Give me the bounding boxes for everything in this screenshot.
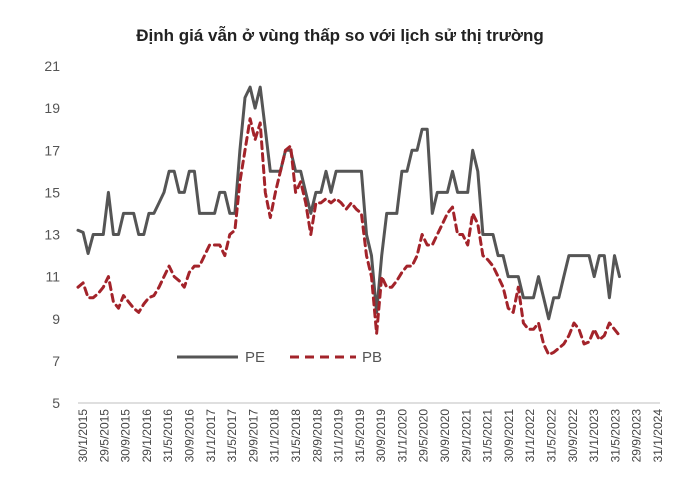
x-tick-label: 29/1/2021 (459, 409, 473, 463)
x-tick-label: 31/1/2018 (268, 409, 282, 463)
x-tick-label: 30/9/2015 (119, 409, 133, 463)
legend-label-pe: PE (245, 349, 265, 366)
y-tick-label: 5 (52, 395, 60, 411)
x-tick-label: 31/1/2017 (204, 409, 218, 463)
x-tick-label: 31/1/2019 (332, 409, 346, 463)
y-tick-label: 9 (52, 311, 60, 327)
x-tick-label: 29/9/2017 (246, 409, 260, 463)
x-tick-label: 29/9/2023 (630, 409, 644, 463)
x-tick-label: 31/5/2022 (545, 409, 559, 463)
x-tick-label: 30/9/2020 (438, 409, 452, 463)
x-tick-label: 31/1/2022 (523, 409, 537, 463)
x-tick-label: 31/5/2017 (225, 409, 239, 463)
x-tick-label: 31/1/2024 (651, 409, 665, 463)
x-tick-label: 31/1/2023 (587, 409, 601, 463)
series-line-pb (76, 117, 621, 357)
x-tick-label: 28/9/2018 (310, 409, 324, 463)
x-tick-label: 30/9/2021 (502, 409, 516, 463)
x-tick-label: 30/9/2019 (374, 409, 388, 463)
x-tick-label: 30/1/2015 (76, 409, 90, 463)
x-tick-label: 31/5/2019 (353, 409, 367, 463)
x-tick-label: 29/5/2015 (97, 409, 111, 463)
y-tick-label: 11 (45, 269, 60, 285)
x-tick-label: 31/5/2023 (608, 409, 622, 463)
legend-label-pb: PB (362, 349, 382, 366)
y-tick-label: 19 (44, 100, 60, 116)
x-tick-label: 31/5/2021 (481, 409, 495, 463)
x-tick-label: 30/9/2022 (566, 409, 580, 463)
series-line-pe (76, 85, 621, 321)
y-tick-label: 15 (44, 184, 60, 200)
y-tick-label: 17 (44, 142, 60, 158)
x-tick-label: 31/1/2020 (395, 409, 409, 463)
chart-title: Định giá vẫn ở vùng thấp so với lịch sử … (136, 26, 544, 45)
y-tick-label: 7 (52, 353, 60, 369)
x-tick-label: 29/5/2020 (417, 409, 431, 463)
y-tick-label: 13 (44, 227, 60, 243)
y-tick-label: 21 (44, 58, 60, 74)
x-tick-label: 30/9/2016 (182, 409, 196, 463)
x-tick-label: 31/5/2016 (161, 409, 175, 463)
x-tick-label: 31/5/2018 (289, 409, 303, 463)
x-tick-label: 29/1/2016 (140, 409, 154, 463)
